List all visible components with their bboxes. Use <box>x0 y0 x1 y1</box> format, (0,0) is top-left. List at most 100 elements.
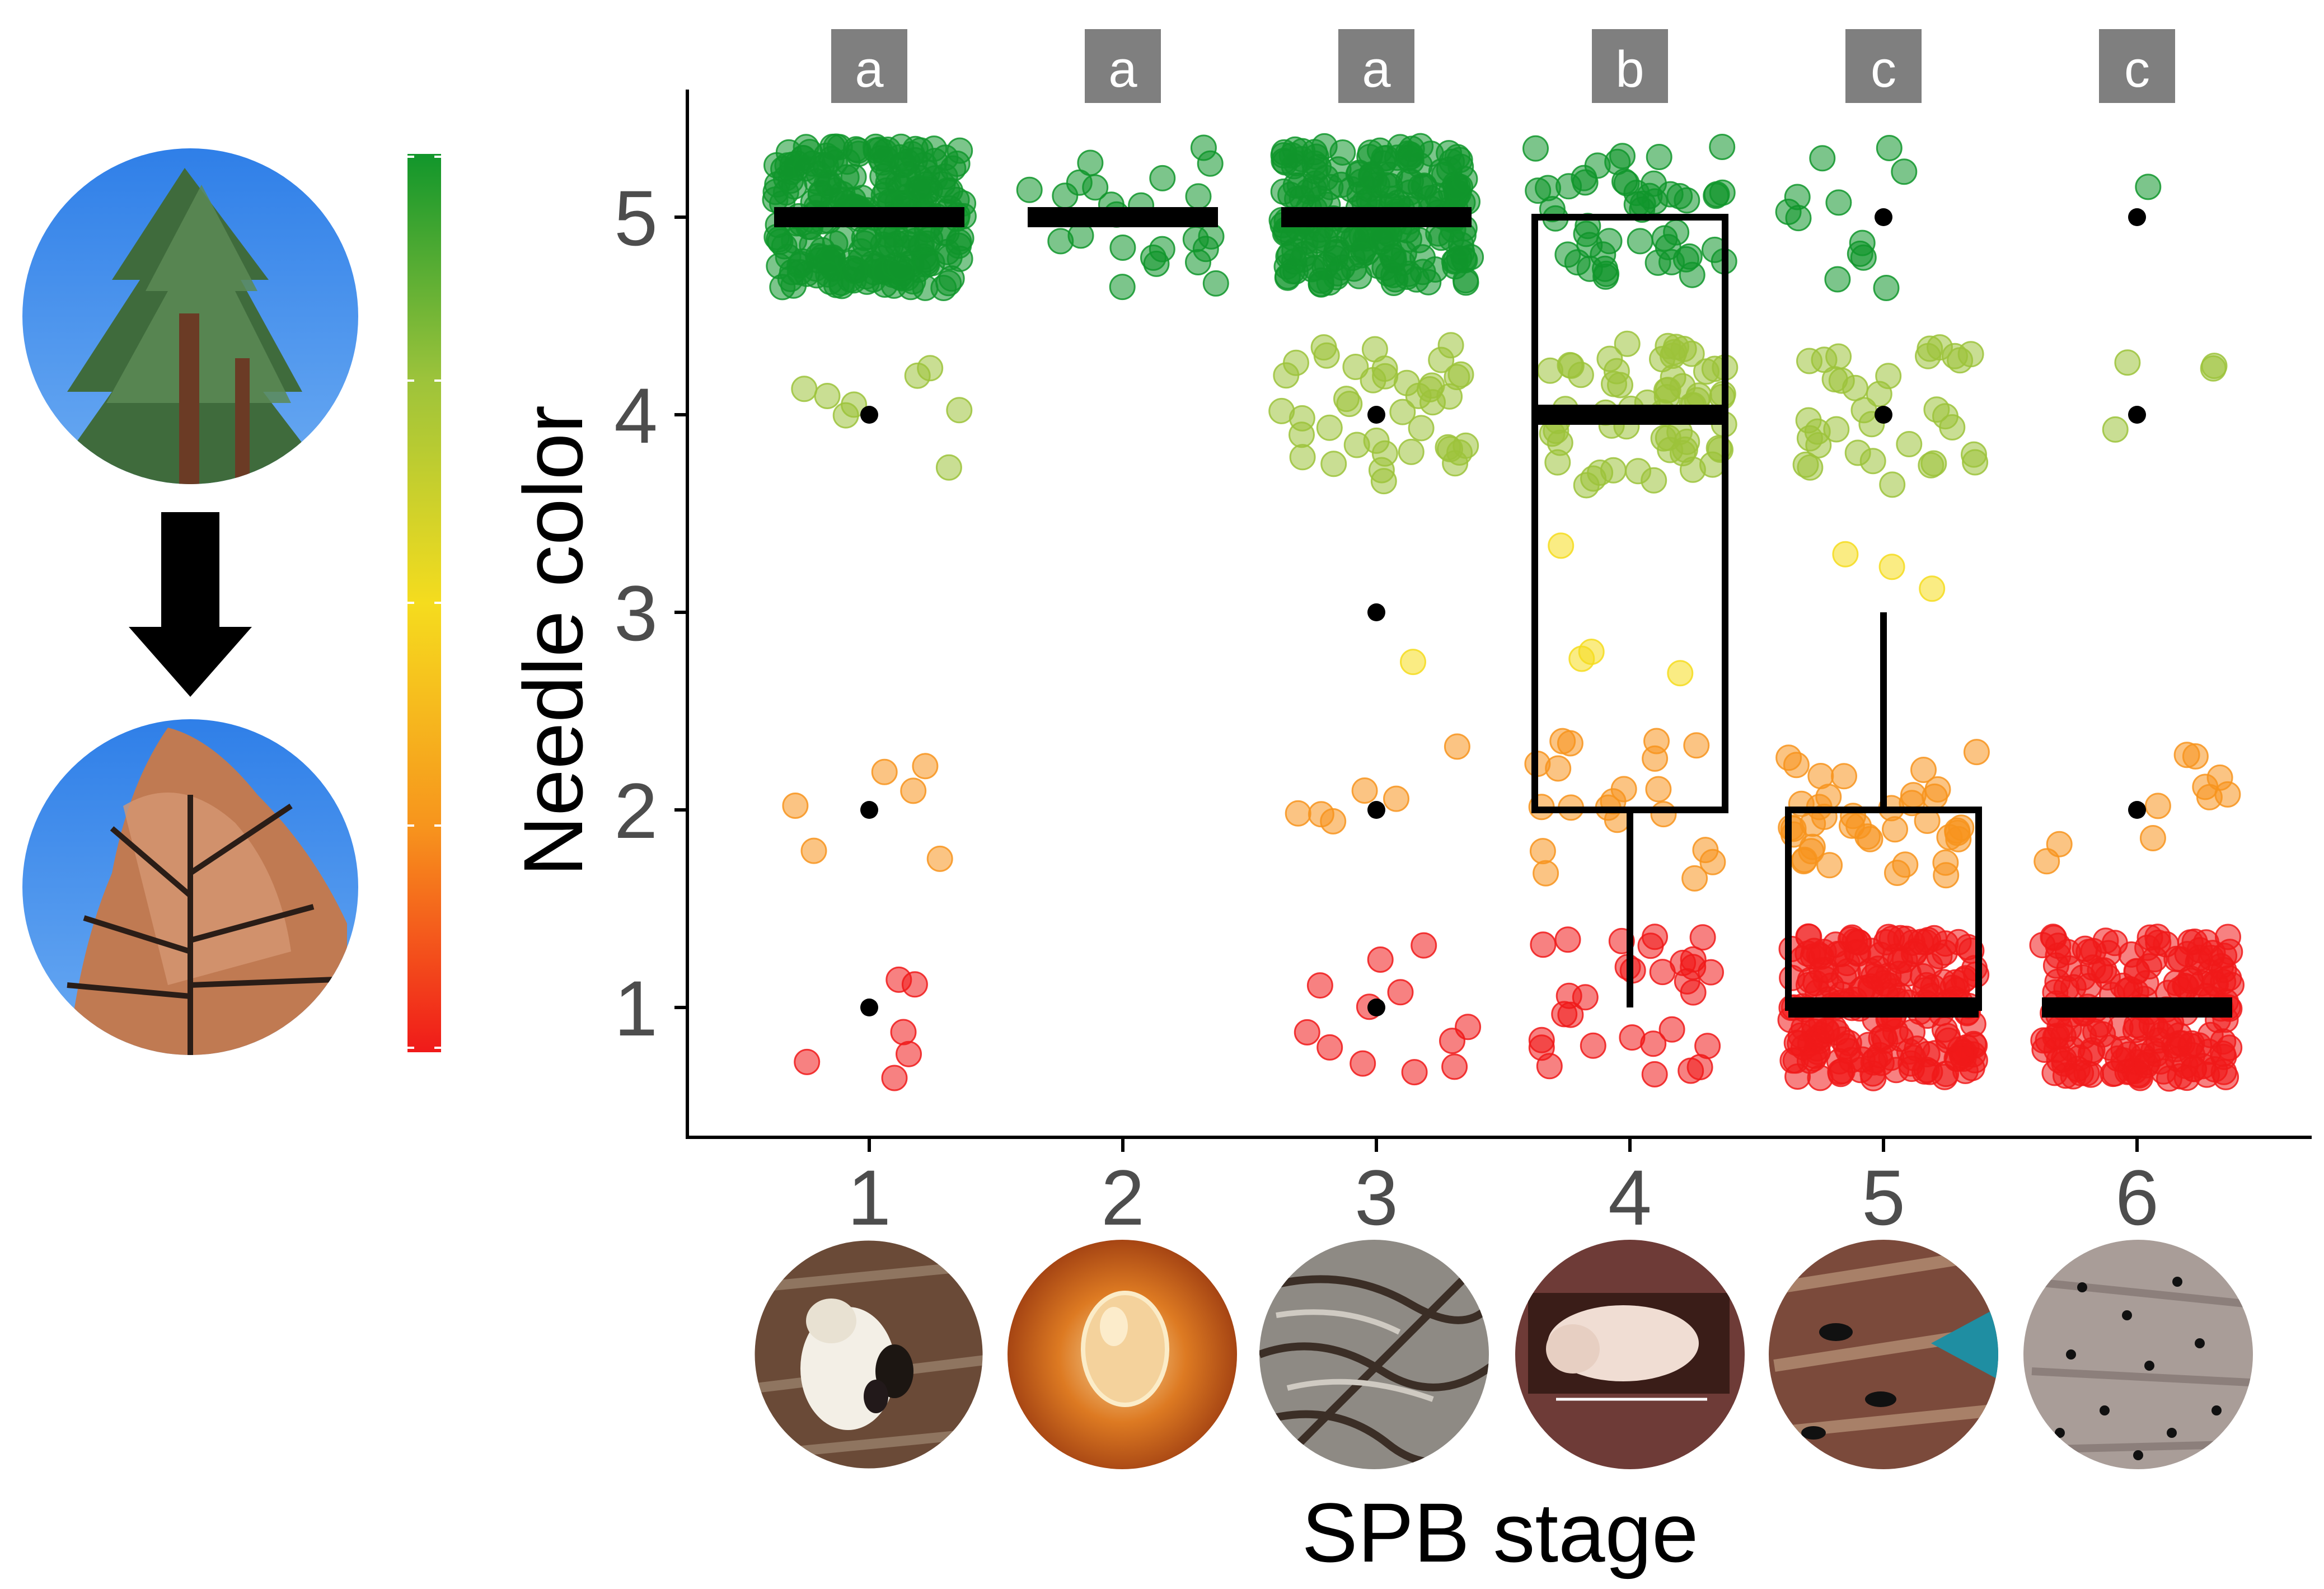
data-point-stage-5-level-4 <box>1923 396 1950 423</box>
data-point-stage-3-level-3 <box>1400 649 1426 676</box>
data-point-stage-5-level-4 <box>1896 431 1923 457</box>
data-point-stage-3-level-2 <box>1444 733 1470 760</box>
data-point-stage-1-level-4 <box>814 383 841 409</box>
data-point-stage-1-level-1 <box>794 1048 821 1075</box>
data-point-stage-6-level-1 <box>2054 939 2081 965</box>
data-point-stage-6-level-1 <box>2042 1024 2069 1051</box>
y-tick-label: 5 <box>614 174 658 262</box>
data-point-stage-1-level-1 <box>890 1019 917 1046</box>
data-point-stage-2-level-5 <box>1198 223 1225 250</box>
data-point-stage-4-level-3 <box>1548 532 1575 559</box>
group-letter-stage-5: c <box>1871 41 1896 98</box>
data-point-stage-4-level-5 <box>1604 148 1631 175</box>
x-axis-ticks: 1 2 3 4 5 6 <box>847 1137 2159 1241</box>
data-point-stage-3-level-1 <box>1455 1014 1482 1040</box>
x-tick-label: 3 <box>1355 1154 1398 1241</box>
x-tick-label: 1 <box>847 1154 891 1241</box>
stage-photo-4 <box>1515 1240 1745 1469</box>
data-point-stage-5-level-4 <box>1961 441 1987 468</box>
data-point-stage-5-level-5 <box>1825 189 1852 216</box>
data-point-stage-3-level-4 <box>1342 354 1369 380</box>
data-point-stage-4-level-5 <box>1522 135 1549 162</box>
data-point-stage-4-level-1 <box>1658 1016 1685 1043</box>
data-point-stage-4-level-2 <box>1650 801 1677 828</box>
data-point-stage-4-level-4 <box>1693 358 1719 385</box>
data-point-stage-3-level-2 <box>1383 785 1409 812</box>
data-point-stage-4-level-4 <box>1614 330 1641 357</box>
data-point-stage-4-level-2 <box>1645 776 1672 803</box>
x-tick-label: 4 <box>1608 1154 1652 1241</box>
data-point-stage-3-level-4 <box>1435 434 1461 461</box>
group-letter-stage-1: a <box>855 41 884 98</box>
data-point-stage-6-level-1 <box>2078 1040 2104 1067</box>
data-point-stage-3-level-4 <box>1393 369 1420 396</box>
stage-photo-5 <box>1769 1240 1998 1469</box>
data-point-stage-4-level-4 <box>1603 358 1630 385</box>
x-tick-label: 2 <box>1101 1154 1145 1241</box>
data-point-stage-4-level-2 <box>1529 838 1556 865</box>
outlier-point-stage-5 <box>1875 208 1892 226</box>
data-point-stage-4-level-1 <box>1530 931 1557 958</box>
group-letter-box-stage-1 <box>831 29 907 103</box>
data-point-stage-3-level-4 <box>1447 361 1474 388</box>
data-point-stage-4-level-4 <box>1537 357 1563 384</box>
data-point-stage-6-level-4 <box>2114 349 2141 376</box>
data-point-stage-5-level-1 <box>1896 1038 1923 1065</box>
data-point-stage-4-level-5 <box>1592 263 1619 290</box>
data-point-stage-4-level-5 <box>1525 177 1552 204</box>
data-point-stage-4-level-2 <box>1642 745 1669 772</box>
data-point-stage-1-level-5 <box>866 137 893 163</box>
data-point-stage-5-level-1 <box>1838 1047 1865 1074</box>
outlier-point-stage-6 <box>2128 208 2146 226</box>
data-point-stage-1-level-1 <box>901 971 928 998</box>
y-tick-label: 3 <box>614 569 658 657</box>
data-point-stage-3-level-5 <box>1375 260 1402 287</box>
data-point-stage-5-level-4 <box>1879 471 1906 498</box>
data-point-stage-1-level-5 <box>913 251 940 278</box>
data-point-stage-6-level-1 <box>2193 929 2219 956</box>
data-point-stage-4-level-1 <box>1680 979 1707 1006</box>
data-point-stage-1-level-2 <box>912 753 939 780</box>
data-point-stage-5-level-4 <box>1828 367 1855 394</box>
data-point-stage-3-level-5 <box>1348 242 1375 269</box>
data-point-stage-3-level-5 <box>1283 150 1310 177</box>
data-point-stage-3-level-1 <box>1367 946 1394 973</box>
data-point-stage-3-level-5 <box>1369 226 1396 252</box>
data-point-stage-4-level-1 <box>1528 1026 1555 1053</box>
data-point-stage-3-level-1 <box>1441 1053 1468 1080</box>
data-point-stage-4-level-5 <box>1596 228 1623 255</box>
data-point-stage-4-level-2 <box>1545 755 1572 782</box>
data-point-stage-4-level-1 <box>1641 1061 1668 1088</box>
data-point-stage-1-level-2 <box>926 845 953 872</box>
data-point-stage-6-level-1 <box>2118 941 2145 968</box>
data-point-stage-4-level-4 <box>1567 362 1594 388</box>
group-letter-stage-2: a <box>1108 41 1137 98</box>
data-point-stage-4-level-1 <box>1694 1033 1721 1060</box>
data-point-stage-1-level-4 <box>832 402 859 429</box>
data-point-stage-1-level-2 <box>782 793 809 819</box>
stage-photo-6 <box>2023 1240 2253 1469</box>
data-point-stage-3-level-1 <box>1387 979 1414 1006</box>
data-point-stage-3-level-5 <box>1444 144 1471 171</box>
group-letter-box-stage-2 <box>1085 29 1161 103</box>
data-point-stage-4-level-4 <box>1650 425 1677 452</box>
group-letter-box-stage-6 <box>2099 29 2175 103</box>
data-point-stage-6-level-5 <box>2135 174 2162 200</box>
data-point-stage-5-level-2 <box>1807 763 1834 789</box>
data-point-stage-2-level-5 <box>1185 249 1211 275</box>
data-point-stage-5-level-4 <box>1927 334 1953 361</box>
data-point-stage-3-level-1 <box>1306 972 1333 999</box>
data-point-stage-3-level-4 <box>1336 391 1363 418</box>
data-point-stage-4-level-5 <box>1564 249 1591 276</box>
needle-color-scale-bar <box>407 154 441 1052</box>
data-point-stage-2-level-5 <box>1077 149 1104 176</box>
data-point-stage-3-level-5 <box>1398 148 1425 175</box>
data-point-stage-5-level-2 <box>1932 849 1959 876</box>
outlier-point-stage-1 <box>860 999 878 1016</box>
data-point-stage-5-level-2 <box>1944 819 1971 846</box>
data-point-stage-4-level-4 <box>1587 460 1614 486</box>
data-point-stage-5-level-4 <box>1859 448 1886 475</box>
data-point-stage-6-level-2 <box>2046 831 2073 857</box>
data-point-stage-3-level-5 <box>1323 264 1350 290</box>
data-point-stage-2-level-5 <box>1016 176 1043 203</box>
